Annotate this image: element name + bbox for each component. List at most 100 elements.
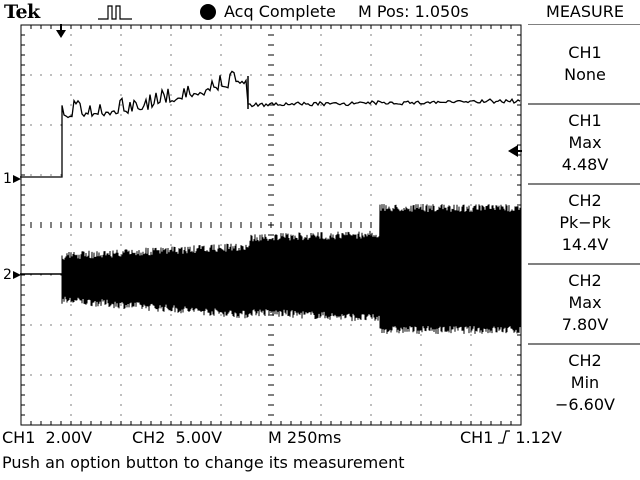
grid-dot: [370, 44, 372, 46]
grid-dot: [260, 374, 262, 376]
grid-dot: [100, 74, 102, 76]
grid-dot: [410, 74, 412, 76]
grid-dot: [470, 104, 472, 106]
grid-dot: [70, 204, 72, 206]
measure-option-3[interactable]: CH2 Pk−Pk 14.4V: [530, 190, 640, 256]
grid-dot: [370, 374, 372, 376]
grid-dot: [50, 174, 52, 176]
grid-dot: [490, 74, 492, 76]
grid-dot: [510, 374, 512, 376]
grid-dot: [500, 74, 502, 76]
grid-dot: [220, 124, 222, 126]
grid-dot: [130, 324, 132, 326]
grid-dot: [470, 84, 472, 86]
grid-dot: [510, 124, 512, 126]
grid-dot: [180, 74, 182, 76]
help-message: Push an option button to change its meas…: [2, 453, 405, 472]
grid-dot: [220, 64, 222, 66]
grid-dot: [170, 104, 172, 106]
grid-dot: [190, 374, 192, 376]
grid-dot: [470, 124, 472, 126]
grid-dot: [210, 374, 212, 376]
grid-dot: [210, 174, 212, 176]
grid-dot: [300, 374, 302, 376]
grid-dot: [460, 374, 462, 376]
grid-dot: [220, 374, 222, 376]
grid-dot: [450, 74, 452, 76]
grid-dot: [90, 374, 92, 376]
grid-dot: [70, 164, 72, 166]
grid-dot: [510, 74, 512, 76]
grid-dot: [120, 54, 122, 56]
grid-dot: [70, 104, 72, 106]
grid-dot: [370, 134, 372, 136]
grid-dot: [170, 414, 172, 416]
grid-dot: [120, 34, 122, 36]
grid-dot: [220, 94, 222, 96]
acquisition-status-icon: [200, 4, 216, 20]
grid-dot: [300, 174, 302, 176]
grid-dot: [470, 414, 472, 416]
grid-dot: [120, 204, 122, 206]
measure-option-type: None: [564, 65, 606, 84]
grid-dot: [70, 124, 72, 126]
acquisition-status: Acq Complete: [224, 2, 336, 21]
grid-dot: [70, 354, 72, 356]
measure-option-1[interactable]: CH1 None: [530, 42, 640, 86]
grid-dot: [220, 114, 222, 116]
measure-option-5[interactable]: CH2 Min −6.60V: [530, 350, 640, 416]
grid-dot: [210, 124, 212, 126]
grid-dot: [170, 124, 172, 126]
grid-dot: [170, 44, 172, 46]
grid-dot: [240, 374, 242, 376]
grid-dot: [370, 94, 372, 96]
grid-dot: [340, 174, 342, 176]
trigger-source: CH1: [460, 428, 494, 447]
ch2-vertical-scale: CH2 5.00V: [132, 428, 223, 447]
measure-option-2[interactable]: CH1 Max 4.48V: [530, 110, 640, 176]
grid-dot: [450, 124, 452, 126]
grid-dot: [170, 384, 172, 386]
grid-dot: [320, 114, 322, 116]
grid-dot: [470, 174, 472, 176]
grid-dot: [120, 414, 122, 416]
grid-dot: [30, 324, 32, 326]
grid-dot: [250, 374, 252, 376]
grid-dot: [370, 404, 372, 406]
grid-dot: [160, 374, 162, 376]
grid-dot: [470, 204, 472, 206]
grid-dot: [120, 164, 122, 166]
grid-dot: [430, 174, 432, 176]
grid-dot: [120, 394, 122, 396]
grid-dot: [150, 374, 152, 376]
grid-dot: [70, 314, 72, 316]
grid-dot: [390, 174, 392, 176]
grid-dot: [420, 144, 422, 146]
grid-dot: [370, 364, 372, 366]
grid-dot: [120, 84, 122, 86]
grid-dot: [420, 104, 422, 106]
measure-option-4[interactable]: CH2 Max 7.80V: [530, 270, 640, 336]
grid-dot: [120, 374, 122, 376]
grid-dot: [290, 74, 292, 76]
grid-dot: [110, 174, 112, 176]
grid-dot: [110, 124, 112, 126]
grid-dot: [190, 324, 192, 326]
grid-dot: [320, 344, 322, 346]
grid-dot: [470, 354, 472, 356]
measure-option-source: CH2: [568, 271, 602, 290]
grid-dot: [260, 124, 262, 126]
grid-dot: [420, 74, 422, 76]
grid-dot: [310, 74, 312, 76]
grid-dot: [370, 214, 372, 216]
grid-dot: [170, 354, 172, 356]
grid-dot: [480, 374, 482, 376]
grid-dot: [320, 384, 322, 386]
grid-dot: [240, 324, 242, 326]
grid-dot: [170, 84, 172, 86]
grid-dot: [400, 74, 402, 76]
grid-dot: [170, 114, 172, 116]
measure-option-value: −6.60V: [555, 395, 615, 414]
grid-dot: [330, 374, 332, 376]
rising-edge-icon: [498, 430, 511, 444]
